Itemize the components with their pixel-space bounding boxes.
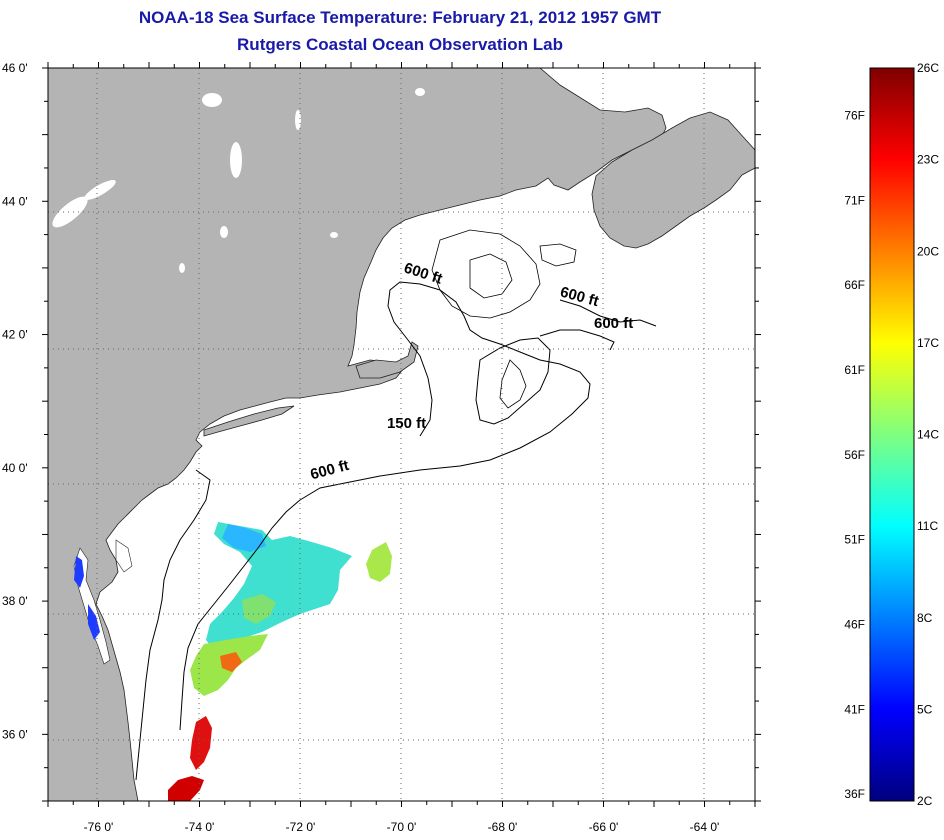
lon-label: -68 0'	[488, 820, 518, 834]
fahrenheit-label: 66F	[844, 278, 865, 292]
lon-label: -66 0'	[589, 820, 619, 834]
contour-600ft-gulf	[559, 299, 657, 327]
grid-lines	[48, 68, 755, 801]
lake	[295, 110, 301, 130]
fahrenheit-label: 36F	[844, 787, 865, 801]
celsius-label: 5C	[917, 702, 933, 716]
map-title: NOAA-18 Sea Surface Temperature: Februar…	[138, 8, 662, 27]
axis-labels: 46 0' 44 0' 42 0' 40 0' 38 0' 36 0' -76 0' -74 …	[2, 61, 719, 834]
lake	[415, 88, 425, 96]
sst-patch-red	[168, 776, 204, 801]
contour-gulf-maine	[431, 229, 541, 319]
contour-georges	[475, 337, 551, 425]
lon-label: -72 0'	[286, 820, 316, 834]
map-subtitle: Rutgers Coastal Ocean Observation Lab	[237, 35, 563, 54]
lon-label: -70 0'	[387, 820, 417, 834]
colorbar-labels: 26C 23C 20C 17C 14C 11C 8C 5C 2C 76F 71F 66F 61F 56F 5…	[844, 61, 939, 808]
lat-label: 38 0'	[2, 594, 28, 608]
lake	[179, 263, 185, 273]
celsius-label: 8C	[917, 611, 933, 625]
lat-label: 44 0'	[2, 194, 28, 208]
lake	[330, 232, 338, 238]
contour-label: 150 ft	[387, 415, 426, 432]
colorbar	[869, 67, 915, 802]
fahrenheit-label: 46F	[844, 618, 865, 632]
celsius-label: 14C	[917, 428, 939, 442]
sst-coastal-blue	[74, 556, 84, 588]
sst-patch-teal	[222, 524, 266, 552]
land-nova-scotia	[591, 111, 755, 249]
fahrenheit-label: 71F	[844, 193, 865, 207]
lat-label: 46 0'	[2, 61, 28, 75]
sst-coastal-blue	[88, 604, 100, 640]
lake	[220, 226, 228, 238]
celsius-label: 26C	[917, 61, 939, 75]
contour-gulf-maine	[469, 253, 513, 299]
sst-patch-offshore	[366, 542, 392, 582]
land-mainland	[48, 68, 667, 801]
lon-label: -74 0'	[185, 820, 215, 834]
celsius-label: 11C	[917, 519, 938, 533]
land-long-island	[203, 405, 295, 437]
lake	[52, 196, 88, 228]
contour-gulf-maine	[539, 243, 577, 267]
contour-600ft	[179, 499, 301, 731]
lake	[230, 142, 242, 178]
sst-patch-red	[190, 716, 212, 770]
lake	[84, 180, 116, 200]
celsius-label: 2C	[917, 794, 933, 808]
lon-label: -64 0'	[690, 820, 720, 834]
celsius-label: 17C	[917, 336, 939, 350]
fahrenheit-label: 56F	[844, 448, 865, 462]
lon-label: -76 0'	[84, 820, 114, 834]
fahrenheit-label: 61F	[844, 363, 865, 377]
lat-label: 42 0'	[2, 328, 28, 342]
land-cape-cod	[355, 341, 419, 379]
sst-patch-green	[242, 594, 276, 624]
celsius-label: 20C	[917, 244, 939, 258]
contour-150ft	[135, 469, 211, 781]
lat-label: 40 0'	[2, 461, 28, 475]
fahrenheit-label: 41F	[844, 702, 865, 716]
fahrenheit-label: 76F	[844, 109, 865, 123]
contour-600ft	[299, 281, 591, 501]
axis-ticks	[42, 62, 761, 807]
contour-label: 600 ft	[594, 315, 633, 332]
lake	[202, 93, 222, 107]
sst-patch-cyan	[206, 522, 352, 650]
sst-patch-warm	[220, 652, 242, 672]
fahrenheit-label: 51F	[844, 533, 865, 547]
delaware-bay	[115, 539, 133, 573]
contour-600ft-gulf	[539, 329, 615, 351]
lat-label: 36 0'	[2, 727, 28, 741]
celsius-label: 23C	[917, 153, 939, 167]
